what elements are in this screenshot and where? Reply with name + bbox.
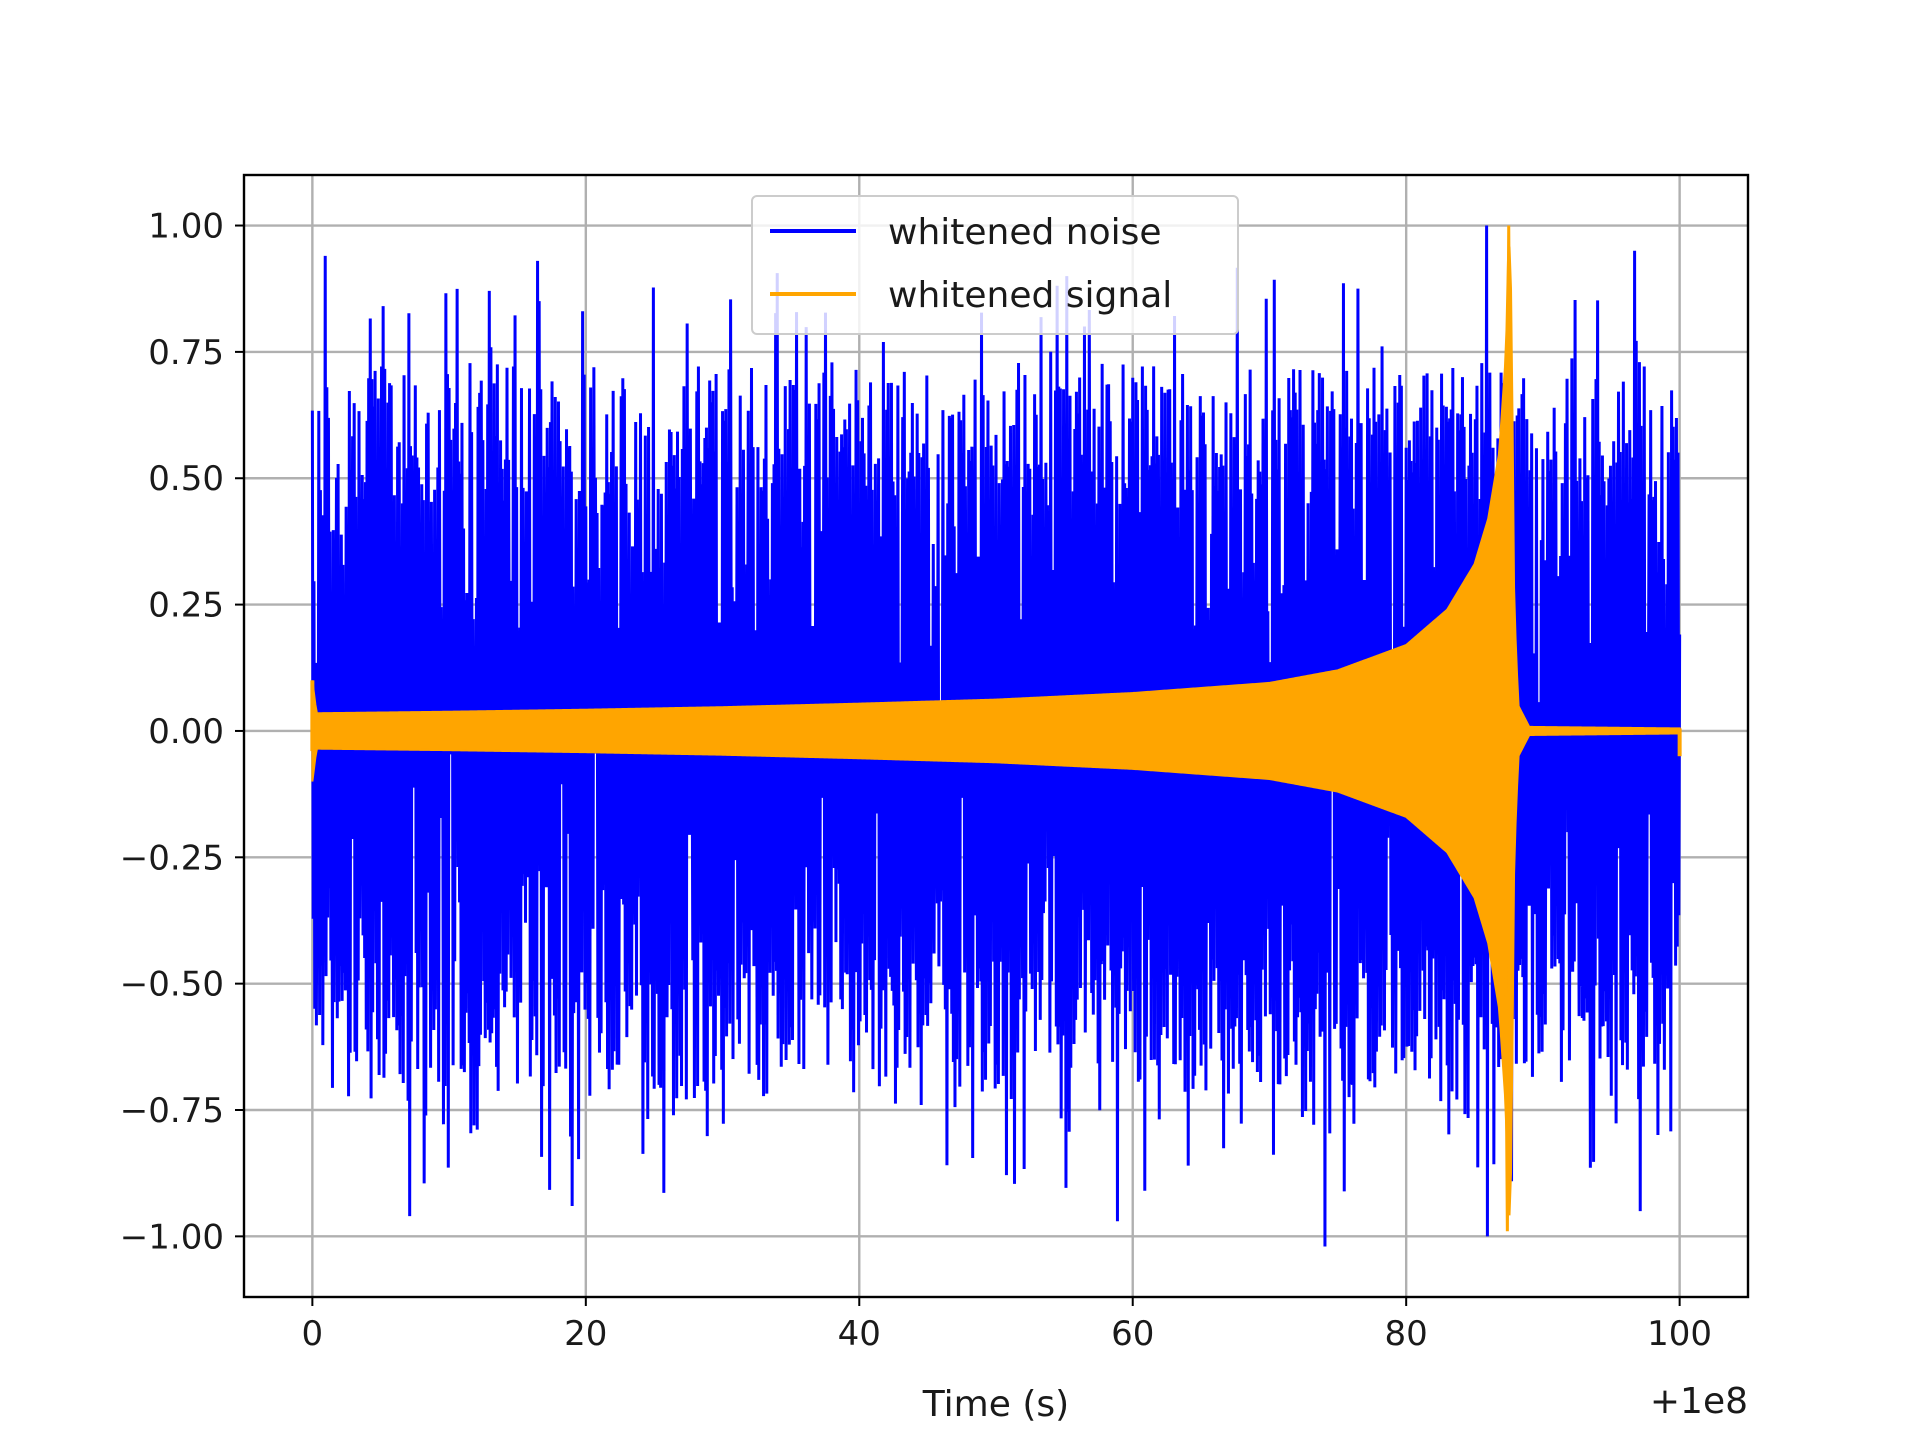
- y-tick-label: −0.25: [120, 838, 224, 878]
- x-tick-label: 60: [1111, 1314, 1154, 1354]
- whitened-signal-series: [310, 225, 1682, 1232]
- legend-label-whitened-signal: whitened signal: [888, 275, 1172, 316]
- legend-box: [751, 195, 1239, 335]
- y-tick-label: −0.50: [120, 965, 224, 1005]
- y-tick-label: 0.00: [148, 712, 224, 752]
- x-tick-label: 80: [1385, 1314, 1428, 1354]
- legend: whitened noise whitened signal: [751, 195, 1239, 335]
- y-tick-label: −1.00: [120, 1217, 224, 1257]
- y-tick-label: 0.50: [148, 459, 224, 499]
- y-tick-label: 0.75: [148, 333, 224, 373]
- x-tick-label: 40: [838, 1314, 881, 1354]
- whitened-signal-trough: [1503, 931, 1511, 1232]
- x-tick-label: 20: [564, 1314, 607, 1354]
- x-tick-label: 100: [1647, 1314, 1712, 1354]
- y-tick-label: 1.00: [148, 207, 224, 247]
- y-tick-label: −0.75: [120, 1091, 224, 1131]
- legend-label-whitened-noise: whitened noise: [888, 212, 1162, 253]
- whitened-signal-peak: [1505, 225, 1513, 531]
- x-axis-label: Time (s): [922, 1384, 1069, 1425]
- x-tick-label: 0: [302, 1314, 324, 1354]
- x-axis-offset-label: +1e8: [1650, 1381, 1748, 1422]
- y-tick-label: 0.25: [148, 586, 224, 626]
- axis-ticks: 0 20 40 60 80 100 1.00 0.75 0.50 0.25 0.00 −0.25 −0.…: [120, 207, 1712, 1354]
- plot-area-frame: [242, 173, 1750, 1299]
